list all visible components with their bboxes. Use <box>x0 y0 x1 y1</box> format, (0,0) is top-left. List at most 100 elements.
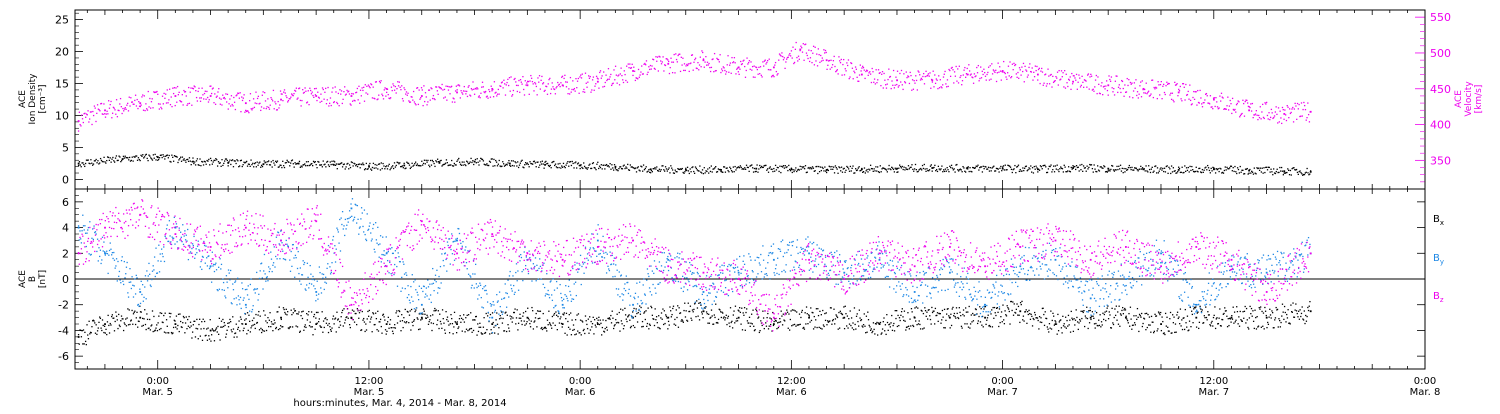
velocity-sample <box>433 95 434 96</box>
velocity-sample <box>109 108 110 109</box>
density-sample <box>858 167 859 168</box>
density-sample <box>961 171 962 172</box>
bx-sample <box>787 312 788 313</box>
bx-sample <box>623 328 624 329</box>
velocity-sample <box>1304 105 1305 106</box>
bx-sample <box>678 307 679 308</box>
bx-sample <box>731 322 732 323</box>
density-sample <box>828 170 829 171</box>
bx-sample <box>132 324 133 325</box>
velocity-sample <box>862 66 863 67</box>
bx-sample <box>697 316 698 317</box>
bx-sample <box>760 320 761 321</box>
density-sample <box>608 165 609 166</box>
velocity-sample <box>115 114 116 115</box>
bx-sample <box>415 309 416 310</box>
density-sample <box>441 160 442 161</box>
velocity-sample <box>960 75 961 76</box>
bx-sample <box>910 325 911 326</box>
bx-sample <box>1165 313 1166 314</box>
velocity-sample <box>703 58 704 59</box>
density-sample <box>121 160 122 161</box>
density-sample <box>722 172 723 173</box>
velocity-sample <box>1140 81 1141 82</box>
density-sample <box>305 165 306 166</box>
density-sample <box>1093 171 1094 172</box>
velocity-sample <box>1289 108 1290 109</box>
velocity-sample <box>795 49 796 50</box>
bx-sample <box>745 312 746 313</box>
bx-sample <box>248 330 249 331</box>
density-point <box>615 166 617 168</box>
bx-sample <box>1243 318 1244 319</box>
density-sample <box>551 167 552 168</box>
bx-sample <box>1083 310 1084 311</box>
bx-sample <box>317 312 318 313</box>
density-sample <box>688 170 689 171</box>
velocity-sample <box>725 73 726 74</box>
velocity-sample <box>1166 82 1167 83</box>
density-sample <box>557 167 558 168</box>
bx-sample <box>671 316 672 317</box>
density-sample <box>371 170 372 171</box>
velocity-sample <box>1066 74 1067 75</box>
density-sample <box>881 171 882 172</box>
velocity-sample <box>1171 99 1172 100</box>
density-sample <box>318 161 319 162</box>
density-sample <box>100 158 101 159</box>
bx-sample <box>672 308 673 309</box>
bx-sample <box>1001 311 1002 312</box>
velocity-sample <box>1088 73 1089 74</box>
velocity-sample <box>346 94 347 95</box>
bx-sample <box>946 313 947 314</box>
bx-sample <box>458 326 459 327</box>
density-sample <box>390 168 391 169</box>
velocity-sample <box>151 101 152 102</box>
bx-sample <box>1090 310 1091 311</box>
bx-sample <box>174 320 175 321</box>
density-sample <box>1267 169 1268 170</box>
density-sample <box>341 162 342 163</box>
density-sample <box>158 159 159 160</box>
velocity-sample <box>317 92 318 93</box>
velocity-sample <box>1197 90 1198 91</box>
velocity-sample <box>646 60 647 61</box>
density-sample <box>1191 166 1192 167</box>
bx-sample <box>532 310 533 311</box>
by-point <box>245 304 247 306</box>
density-sample <box>180 157 181 158</box>
bx-sample <box>1051 328 1052 329</box>
bx-sample <box>183 316 184 317</box>
density-sample <box>850 166 851 167</box>
velocity-sample <box>1136 95 1137 96</box>
density-sample <box>823 170 824 171</box>
velocity-sample <box>1228 109 1229 110</box>
density-sample <box>900 166 901 167</box>
velocity-sample <box>786 59 787 60</box>
velocity-sample <box>549 78 550 79</box>
bx-sample <box>997 312 998 313</box>
velocity-sample <box>179 92 180 93</box>
bx-sample <box>620 309 621 310</box>
velocity-sample <box>1210 95 1211 96</box>
velocity-sample <box>476 88 477 89</box>
velocity-sample <box>470 95 471 96</box>
density-sample <box>554 165 555 166</box>
velocity-sample <box>358 99 359 100</box>
velocity-sample <box>1258 115 1259 116</box>
by-point <box>879 259 881 261</box>
velocity-sample <box>423 85 424 86</box>
density-sample <box>325 166 326 167</box>
density-sample <box>1087 168 1088 169</box>
bx-sample <box>481 332 482 333</box>
bx-sample <box>471 328 472 329</box>
density-sample <box>508 160 509 161</box>
velocity-sample <box>124 108 125 109</box>
velocity-sample <box>1240 115 1241 116</box>
density-sample <box>1138 170 1139 171</box>
by-sample <box>83 225 84 226</box>
density-sample <box>975 167 976 168</box>
density-sample <box>1291 174 1292 175</box>
density-sample <box>518 167 519 168</box>
bx-sample <box>412 322 413 323</box>
